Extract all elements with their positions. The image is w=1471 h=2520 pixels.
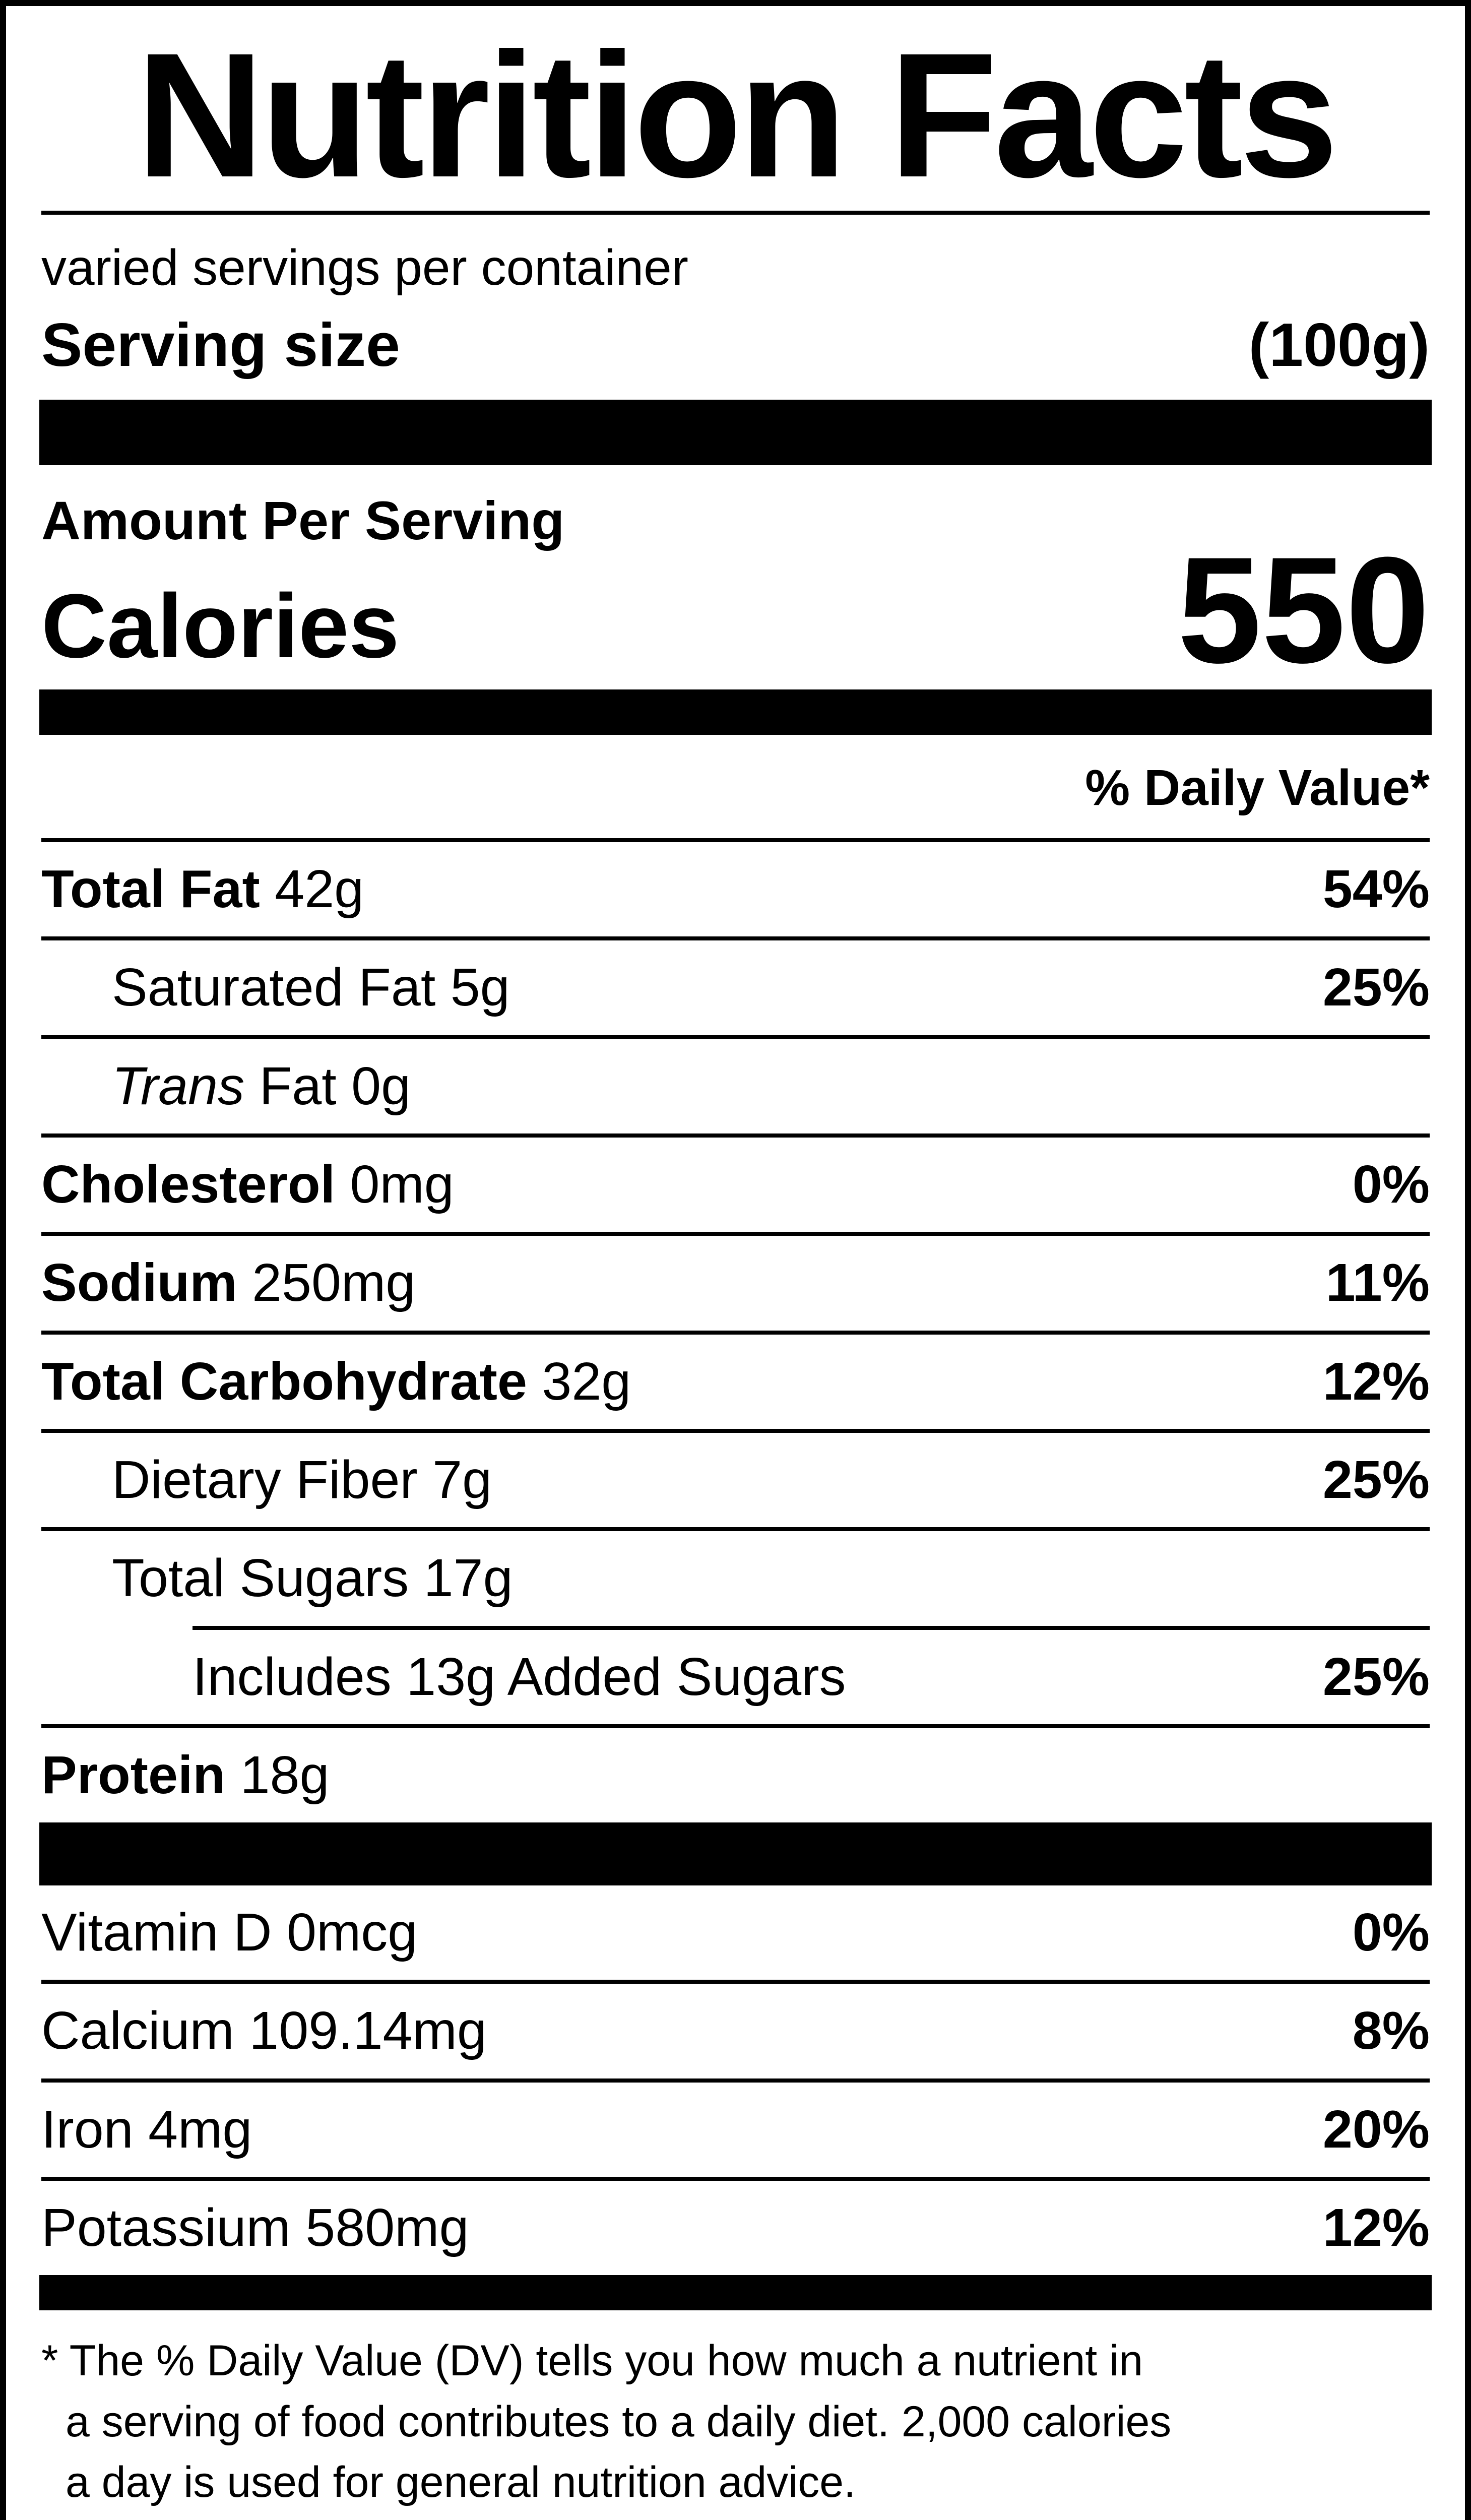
divider: [41, 1724, 1430, 1728]
nutrient-pct: 25%: [1322, 958, 1430, 1018]
serving-size-row: Serving size (100g): [41, 308, 1430, 382]
divider: [41, 1035, 1430, 1039]
nutrient-pct: 0%: [1352, 1155, 1430, 1215]
nutrient-name: Iron 4mg: [41, 2099, 252, 2159]
thick-bar: [39, 689, 1432, 735]
nutrient-row-total-sugars: Total Sugars 17g: [41, 1531, 1430, 1625]
nutrient-name: Total Sugars 17g: [112, 1548, 513, 1608]
divider: [41, 1232, 1430, 1236]
vitamin-row-iron: Iron 4mg 20%: [41, 2083, 1430, 2177]
nutrient-name: Cholesterol 0mg: [41, 1155, 454, 1215]
nutrient-pct: 8%: [1352, 2001, 1430, 2061]
nutrient-name: Saturated Fat 5g: [112, 958, 510, 1018]
nutrient-name: Vitamin D 0mcg: [41, 1903, 418, 1963]
calories-row: Calories 550: [41, 525, 1430, 695]
thick-bar: [39, 2275, 1432, 2311]
divider: [41, 1980, 1430, 1984]
nutrient-pct: 12%: [1322, 2198, 1430, 2257]
nutrient-row-sodium: Sodium 250mg 11%: [41, 1236, 1430, 1330]
nutrient-row-saturated-fat: Saturated Fat 5g 25%: [41, 940, 1430, 1035]
divider: [41, 1428, 1430, 1433]
nutrient-name: Total Fat 42g: [41, 859, 364, 919]
divider: [41, 2177, 1430, 2181]
nutrient-name: Includes 13g Added Sugars: [193, 1647, 846, 1707]
nutrient-row-protein: Protein 18g: [41, 1728, 1430, 1822]
nutrient-row-total-carbohydrate: Total Carbohydrate 32g 12%: [41, 1335, 1430, 1429]
footnote-line-2: a serving of food contributes to a daily…: [66, 2397, 1172, 2446]
nutrient-row-trans-fat: Trans Fat 0g: [41, 1039, 1430, 1133]
calories-value: 550: [1177, 525, 1430, 695]
nutrient-row-total-fat: Total Fat 42g 54%: [41, 842, 1430, 936]
divider: [41, 1133, 1430, 1138]
nutrient-pct: 25%: [1322, 1450, 1430, 1509]
thick-bar: [39, 399, 1432, 465]
nutrient-pct: 0%: [1352, 1903, 1430, 1963]
divider: [41, 1527, 1430, 1532]
nutrient-name: Sodium 250mg: [41, 1253, 416, 1313]
nutrient-pct: 25%: [1322, 1647, 1430, 1707]
nutrient-pct: 20%: [1322, 2099, 1430, 2159]
vitamin-row-vitamin-d: Vitamin D 0mcg 0%: [41, 1885, 1430, 1980]
daily-value-header: % Daily Value*: [1085, 760, 1430, 816]
nutrient-name: Potassium 580mg: [41, 2198, 469, 2257]
divider: [41, 838, 1430, 843]
nutrient-name: Total Carbohydrate 32g: [41, 1351, 631, 1411]
footnote-line-3: a day is used for general nutrition advi…: [66, 2458, 856, 2507]
servings-per-container: varied servings per container: [41, 239, 688, 296]
nutrient-name: Trans Fat 0g: [112, 1056, 411, 1116]
nutrient-name: Protein 18g: [41, 1745, 330, 1805]
divider: [41, 936, 1430, 941]
divider-indented: [193, 1625, 1430, 1630]
footnote: * The % Daily Value (DV) tells you how m…: [41, 2330, 1430, 2512]
serving-size-value: (100g): [1248, 310, 1430, 380]
nutrient-pct: 11%: [1325, 1253, 1430, 1313]
divider: [41, 1330, 1430, 1335]
nutrient-name: Calcium 109.14mg: [41, 2001, 487, 2061]
nutrient-pct: 54%: [1322, 859, 1430, 919]
label-title: Nutrition Facts: [136, 16, 1338, 214]
divider: [41, 2078, 1430, 2083]
nutrient-name: Dietary Fiber 7g: [112, 1450, 492, 1509]
nutrient-row-cholesterol: Cholesterol 0mg 0%: [41, 1138, 1430, 1232]
vitamin-row-calcium: Calcium 109.14mg 8%: [41, 1984, 1430, 2078]
amount-per-serving-label: Amount Per Serving: [41, 489, 565, 551]
nutrient-pct: 12%: [1322, 1351, 1430, 1411]
thick-bar: [39, 1822, 1432, 1886]
vitamin-row-potassium: Potassium 580mg 12%: [41, 2181, 1430, 2275]
calories-label: Calories: [41, 576, 400, 677]
nutrient-row-added-sugars: Includes 13g Added Sugars 25%: [41, 1630, 1430, 1724]
divider: [41, 211, 1430, 215]
serving-size-label: Serving size: [41, 310, 400, 380]
nutrient-row-dietary-fiber: Dietary Fiber 7g 25%: [41, 1433, 1430, 1527]
footnote-line-1: * The % Daily Value (DV) tells you how m…: [41, 2337, 1143, 2385]
